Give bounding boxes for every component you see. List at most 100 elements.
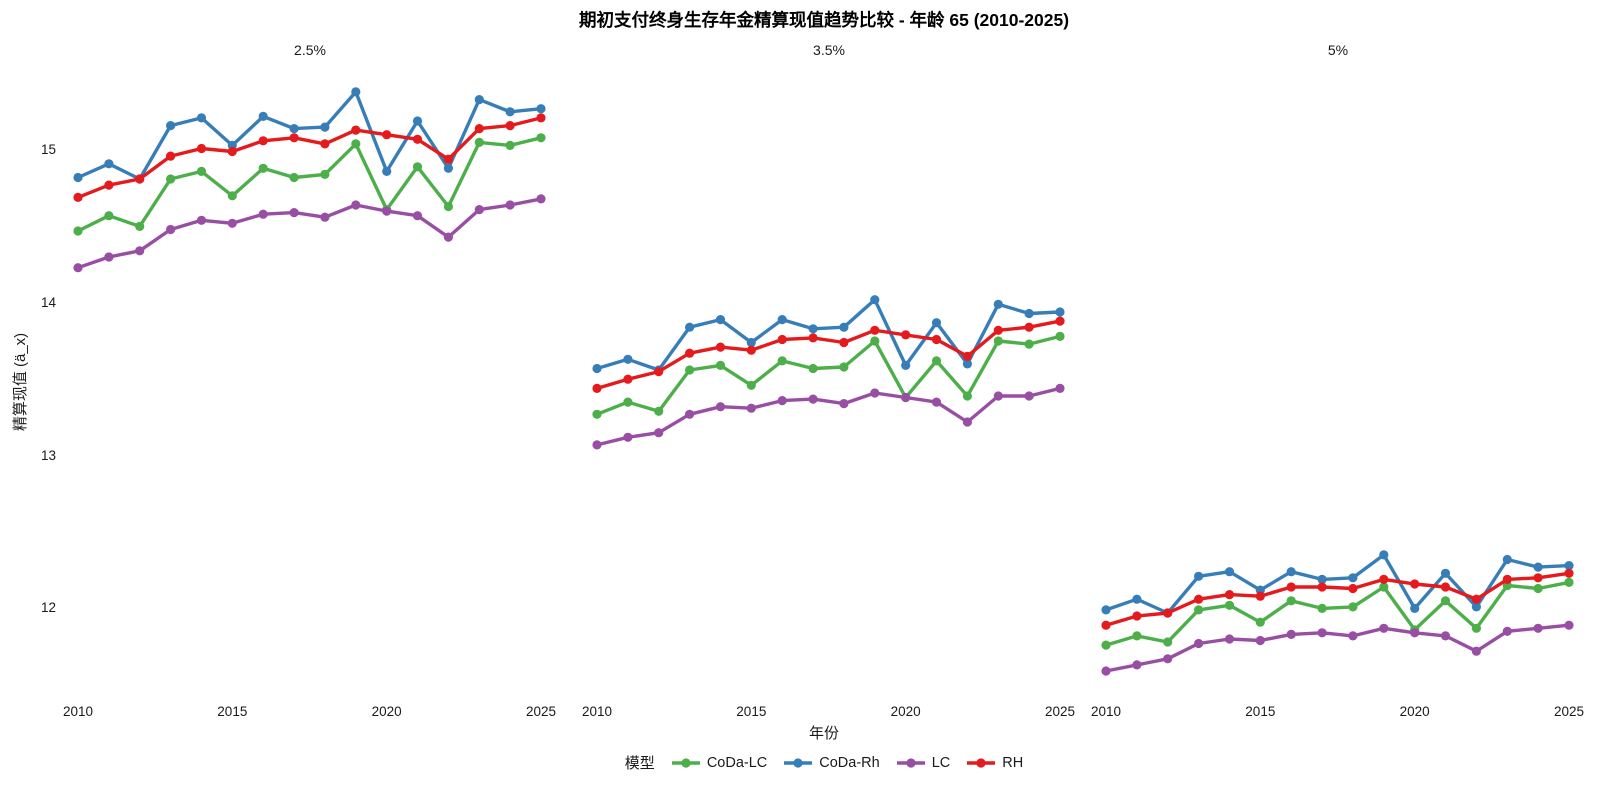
data-point-RH xyxy=(166,151,176,161)
data-point-RH xyxy=(1471,594,1481,604)
x-tick-label-2020: 2020 xyxy=(1399,704,1430,719)
data-point-RH xyxy=(73,192,83,202)
data-point-LC xyxy=(592,440,602,450)
data-point-LC xyxy=(1379,623,1389,633)
y-tick-label-15: 15 xyxy=(40,142,56,157)
data-point-CoDa-LC xyxy=(1132,631,1142,641)
data-point-LC xyxy=(258,209,268,219)
data-point-RH xyxy=(443,154,453,164)
data-point-CoDa-LC xyxy=(1055,331,1065,341)
panel-plot-area xyxy=(1101,550,1574,676)
data-point-CoDa-Rh xyxy=(870,295,880,305)
series-line-CoDa-LC xyxy=(1104,580,1571,647)
data-point-CoDa-Rh xyxy=(1348,573,1358,583)
data-point-CoDa-LC xyxy=(1255,617,1265,627)
data-point-LC xyxy=(505,200,515,210)
data-point-CoDa-Rh xyxy=(839,322,849,332)
data-point-RH xyxy=(962,351,972,361)
data-point-CoDa-LC xyxy=(351,139,361,149)
data-point-LC xyxy=(1055,383,1065,393)
data-point-CoDa-LC xyxy=(746,380,756,390)
data-point-CoDa-Rh xyxy=(1533,562,1543,572)
data-point-CoDa-Rh xyxy=(993,299,1003,309)
panel-plot-area xyxy=(592,295,1065,450)
data-point-LC xyxy=(777,396,787,406)
legend-entry-CoDa-LC: CoDa-LC xyxy=(670,754,767,772)
data-point-LC xyxy=(1348,631,1358,641)
data-point-CoDa-Rh xyxy=(746,337,756,348)
legend-key-icon xyxy=(671,757,700,768)
legend-title: 模型 xyxy=(624,755,655,772)
data-point-CoDa-LC xyxy=(962,391,972,401)
data-point-LC xyxy=(412,211,423,221)
data-point-LC xyxy=(320,212,330,222)
data-point-LC xyxy=(104,252,114,262)
data-point-CoDa-Rh xyxy=(1379,550,1389,560)
data-point-LC xyxy=(808,394,818,404)
data-point-RH xyxy=(382,130,392,140)
series-line-CoDa-Rh xyxy=(595,297,1062,372)
data-point-CoDa-LC xyxy=(870,336,880,346)
data-point-CoDa-Rh xyxy=(258,111,268,121)
data-point-CoDa-LC xyxy=(166,174,176,184)
data-point-CoDa-LC xyxy=(931,356,942,366)
panel-plot-area xyxy=(73,87,546,273)
data-point-CoDa-LC xyxy=(1564,577,1574,588)
chart-panel-5pct xyxy=(1092,64,1584,696)
data-point-CoDa-Rh xyxy=(931,318,942,328)
series-line-CoDa-LC xyxy=(76,136,543,233)
data-point-CoDa-Rh xyxy=(289,124,299,134)
data-point-CoDa-Rh xyxy=(1224,567,1235,577)
data-point-CoDa-Rh xyxy=(1101,605,1111,615)
data-point-LC xyxy=(1163,654,1173,664)
data-point-CoDa-LC xyxy=(1379,582,1389,592)
data-point-RH xyxy=(1055,316,1065,326)
data-point-CoDa-Rh xyxy=(623,354,633,364)
data-point-LC xyxy=(746,403,756,413)
data-point-CoDa-LC xyxy=(685,365,695,375)
data-point-LC xyxy=(931,397,942,407)
data-point-LC xyxy=(289,208,299,218)
data-point-LC xyxy=(536,194,546,204)
data-point-RH xyxy=(1348,583,1358,594)
legend-entry-label: RH xyxy=(1002,754,1024,771)
data-point-RH xyxy=(1533,573,1543,583)
legend-entry-CoDa-Rh: CoDa-Rh xyxy=(782,754,880,772)
series-line-RH xyxy=(595,319,1062,391)
y-tick-label-14: 14 xyxy=(40,295,56,310)
data-point-CoDa-LC xyxy=(1286,596,1296,606)
data-point-RH xyxy=(258,136,268,146)
data-point-CoDa-LC xyxy=(289,172,299,183)
data-point-RH xyxy=(196,143,207,154)
data-point-CoDa-LC xyxy=(73,226,83,236)
data-point-CoDa-Rh xyxy=(777,315,787,325)
x-tick-label-2010: 2010 xyxy=(581,704,613,719)
y-tick-label-13: 13 xyxy=(40,448,56,463)
data-point-LC xyxy=(1286,629,1296,640)
data-point-RH xyxy=(931,334,942,345)
data-point-CoDa-LC xyxy=(839,362,849,372)
data-point-CoDa-Rh xyxy=(1194,571,1204,581)
data-point-CoDa-Rh xyxy=(1410,603,1420,614)
data-point-LC xyxy=(1564,620,1574,630)
data-point-RH xyxy=(1440,582,1451,592)
data-point-LC xyxy=(227,218,237,228)
legend-entries: CoDa-LC CoDa-Rh LC RH xyxy=(670,754,1023,772)
data-point-LC xyxy=(135,246,145,256)
series-line-LC xyxy=(76,197,543,270)
data-point-CoDa-Rh xyxy=(1317,574,1327,584)
data-point-CoDa-LC xyxy=(623,397,633,407)
data-point-RH xyxy=(1564,568,1574,578)
data-point-CoDa-LC xyxy=(505,140,515,150)
x-tick-label-2025: 2025 xyxy=(525,704,557,719)
data-point-CoDa-LC xyxy=(592,409,602,419)
data-point-LC xyxy=(474,205,484,215)
legend-entry-label: CoDa-Rh xyxy=(819,754,880,771)
data-point-LC xyxy=(1224,634,1235,644)
data-point-CoDa-Rh xyxy=(901,360,911,370)
data-point-CoDa-LC xyxy=(196,166,207,176)
data-point-CoDa-LC xyxy=(1471,623,1481,633)
data-point-RH xyxy=(227,146,237,157)
data-point-CoDa-LC xyxy=(1533,583,1543,594)
